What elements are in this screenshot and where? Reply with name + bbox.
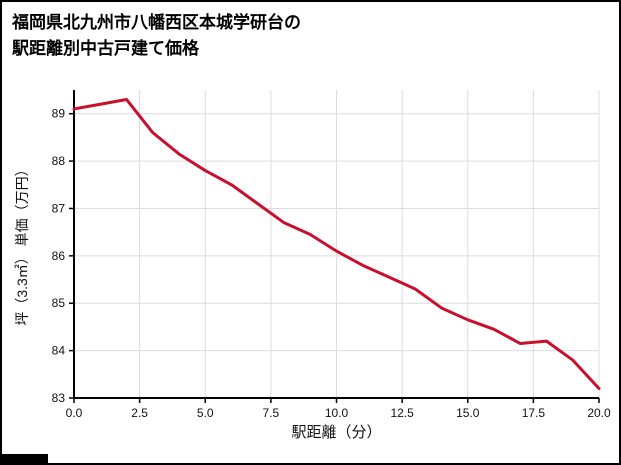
x-axis-label: 駅距離（分） xyxy=(291,424,382,441)
chart-title: 福岡県北九州市八幡西区本城学研台の 駅距離別中古戸建て価格 xyxy=(12,10,301,61)
x-tick-label: 20.0 xyxy=(587,406,611,420)
bottom-left-black-bar xyxy=(2,454,48,463)
y-tick-label: 85 xyxy=(52,296,66,310)
y-tick-label: 86 xyxy=(52,249,66,263)
x-tick-label: 7.5 xyxy=(263,406,280,420)
chart-title-line-2: 駅距離別中古戸建て価格 xyxy=(12,38,199,58)
y-tick-label: 88 xyxy=(52,154,66,168)
y-axis-label: 坪（3.3㎡） 単価（万円） xyxy=(14,162,30,326)
x-tick-label: 17.5 xyxy=(522,406,546,420)
chart-title-line-1: 福岡県北九州市八幡西区本城学研台の xyxy=(12,13,301,32)
y-tick-label: 83 xyxy=(52,391,66,405)
y-tick-label: 84 xyxy=(52,344,66,358)
x-tick-label: 5.0 xyxy=(197,406,214,420)
x-tick-label: 0.0 xyxy=(66,406,83,420)
x-tick-label: 15.0 xyxy=(456,406,480,420)
y-tick-label: 87 xyxy=(52,201,66,215)
y-tick-label: 89 xyxy=(52,107,66,121)
price-line xyxy=(72,97,601,391)
x-tick-label: 12.5 xyxy=(390,406,414,420)
x-tick-label: 2.5 xyxy=(131,406,148,420)
x-tick-label: 10.0 xyxy=(325,406,349,420)
